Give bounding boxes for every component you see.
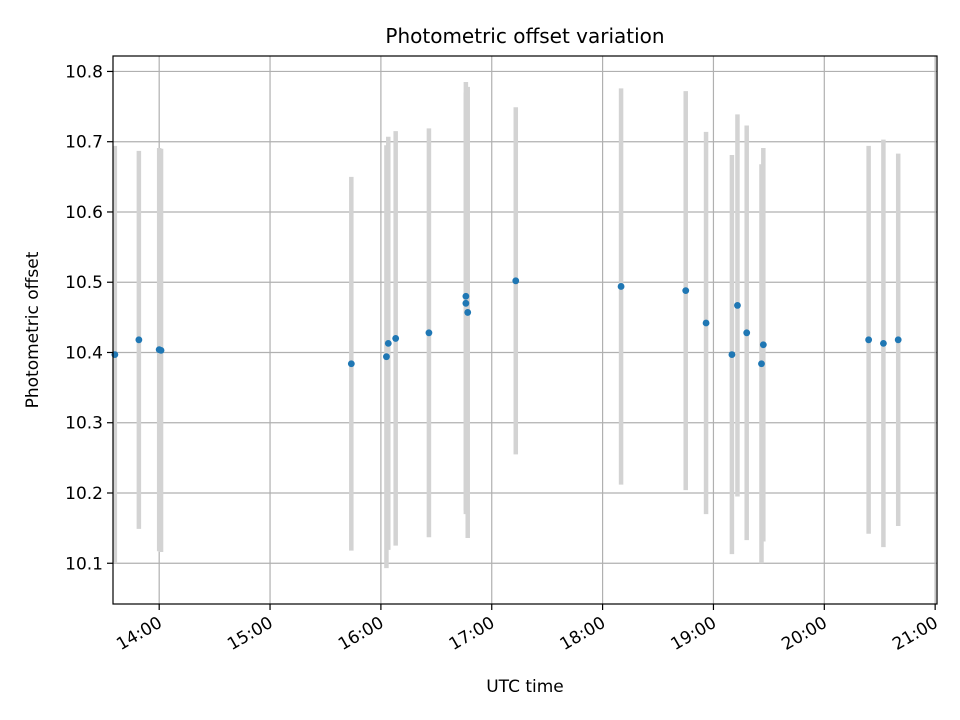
data-point	[617, 283, 625, 290]
plot-frame	[112, 55, 938, 605]
data-point	[728, 351, 736, 358]
data-points	[111, 277, 902, 368]
data-point	[464, 309, 472, 316]
y-axis-ticks: 10.1 10.2 10.3 10.4 10.5 10.6 10.7 10.8	[65, 62, 113, 574]
y-tick-label: 10.5	[65, 273, 103, 293]
y-tick-label: 10.2	[65, 484, 103, 504]
data-point	[894, 336, 902, 344]
data-point	[734, 302, 741, 309]
data-point	[702, 319, 710, 327]
data-point	[383, 353, 390, 361]
y-tick-label: 10.6	[65, 203, 103, 223]
data-point	[462, 299, 470, 307]
data-point	[743, 329, 751, 337]
data-point	[157, 346, 165, 354]
data-point	[384, 339, 392, 347]
data-point	[462, 292, 470, 300]
y-tick-label: 10.4	[65, 343, 103, 363]
grid	[113, 56, 937, 604]
data-point	[758, 360, 765, 368]
data-point	[880, 339, 887, 347]
data-point	[682, 287, 690, 295]
data-point	[347, 360, 355, 368]
data-point	[512, 277, 520, 285]
data-point	[759, 341, 767, 349]
y-tick-label: 10.1	[65, 554, 103, 574]
x-axis-label: UTC time	[486, 677, 564, 697]
data-point	[392, 335, 400, 342]
y-tick-label: 10.8	[65, 62, 103, 82]
data-point	[425, 329, 433, 337]
y-tick-label: 10.3	[65, 414, 103, 434]
y-axis-label: Photometric offset	[23, 251, 43, 408]
data-point	[865, 336, 873, 344]
chart-title: Photometric offset variation	[385, 24, 664, 48]
data-point	[135, 336, 143, 344]
y-tick-label: 10.7	[65, 133, 103, 153]
